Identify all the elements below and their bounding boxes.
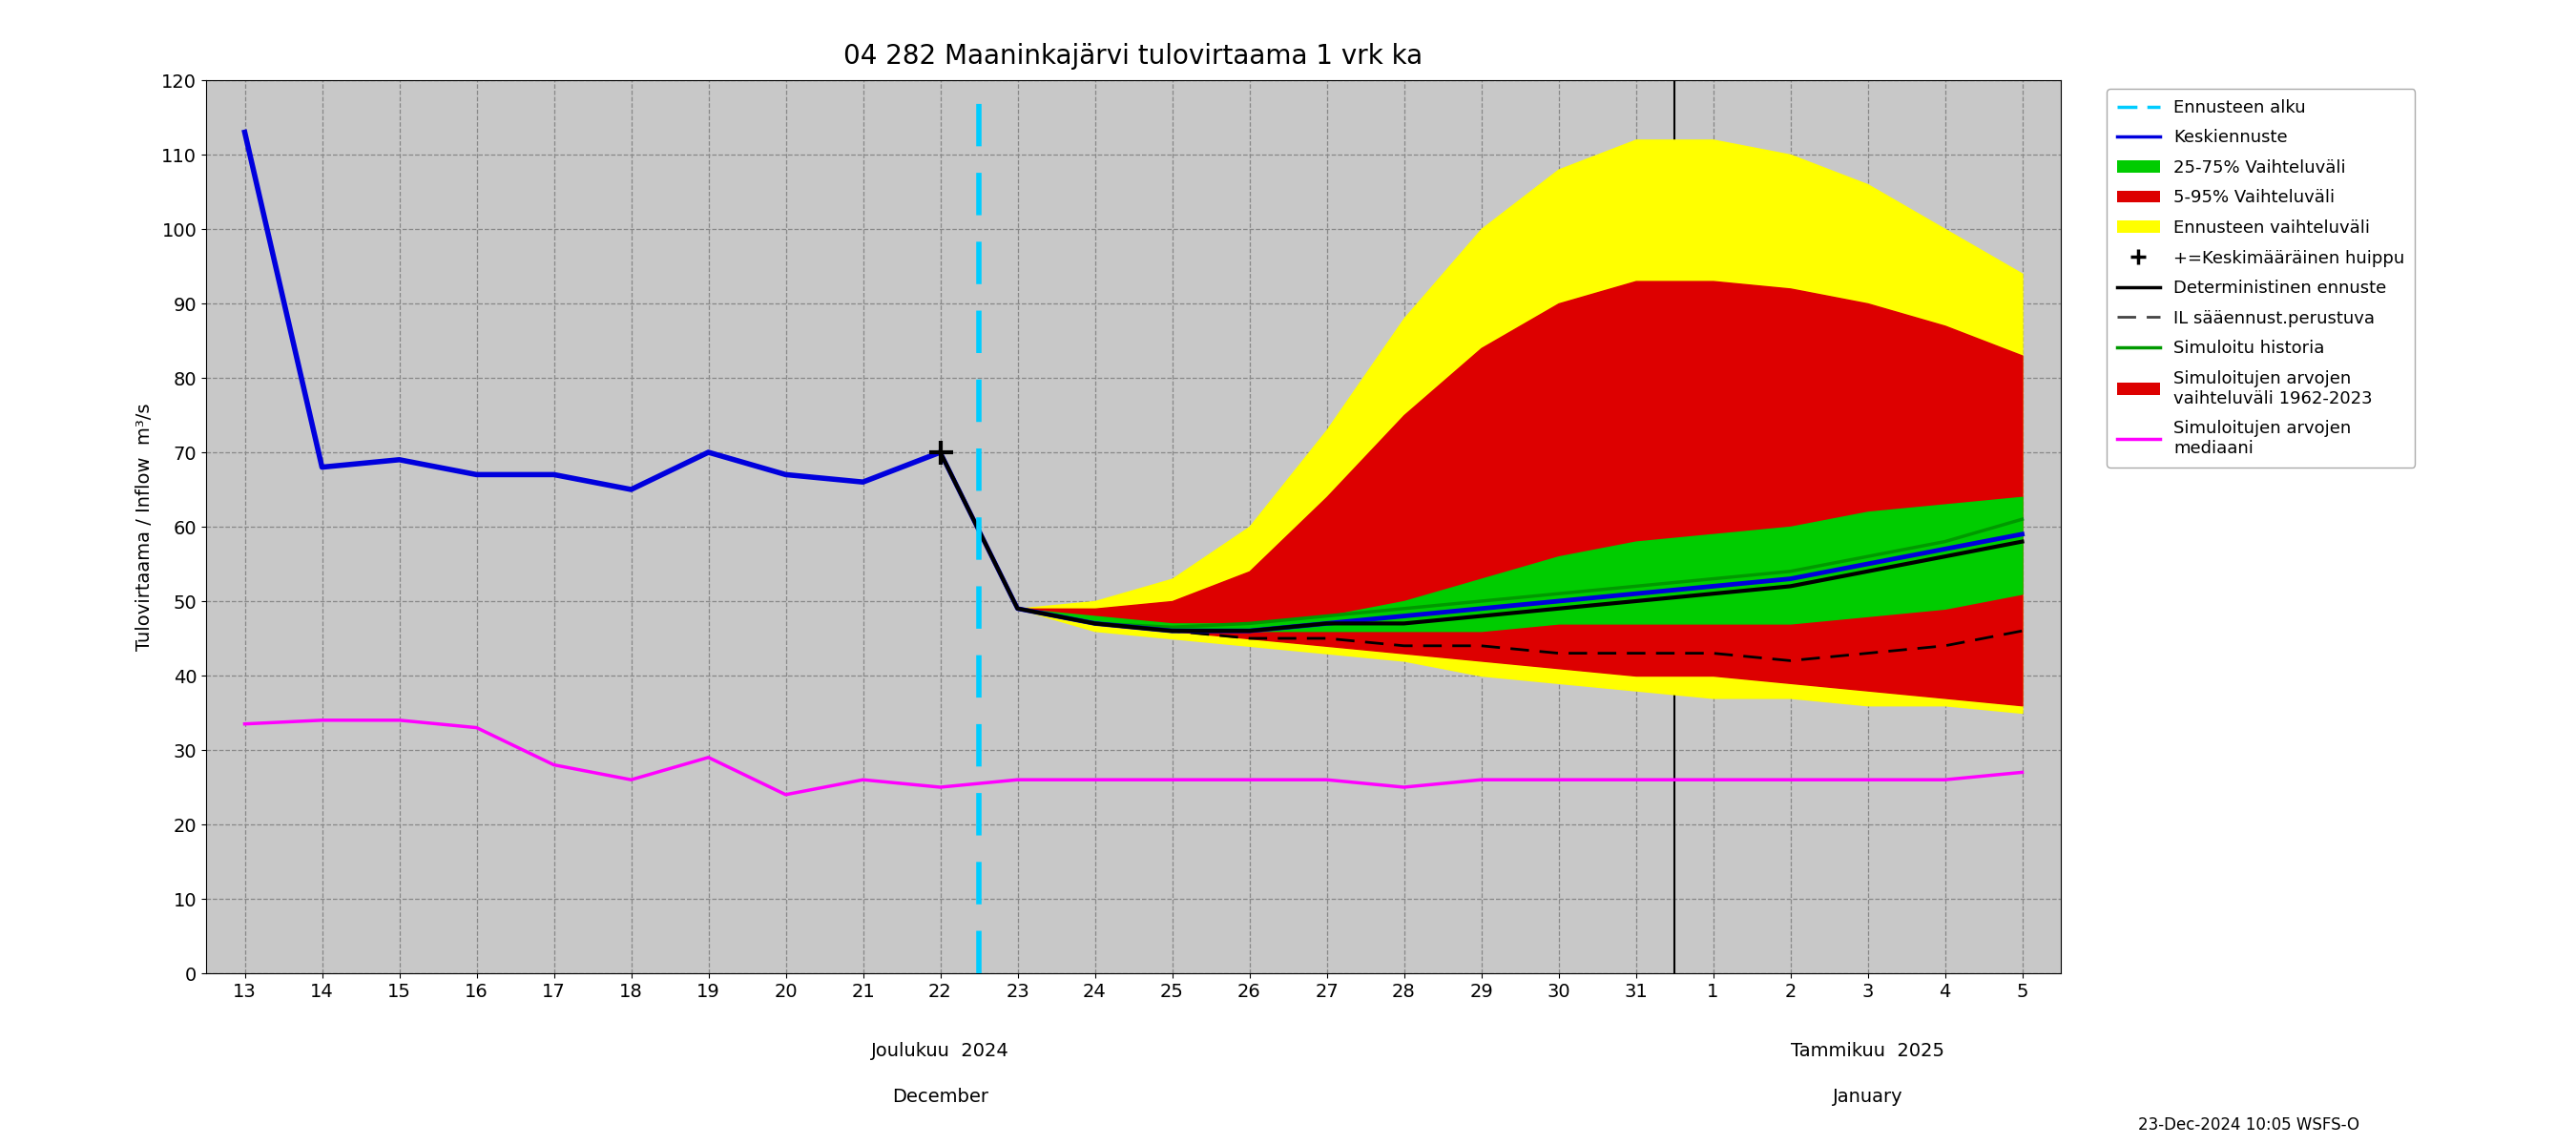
Text: January: January (1832, 1088, 1904, 1106)
Text: Joulukuu  2024: Joulukuu 2024 (871, 1042, 1010, 1060)
Title: 04 282 Maaninkajärvi tulovirtaama 1 vrk ka: 04 282 Maaninkajärvi tulovirtaama 1 vrk … (845, 44, 1422, 70)
Y-axis label: Tulovirtaama / Inflow  m³/s: Tulovirtaama / Inflow m³/s (137, 403, 155, 650)
Legend: Ennusteen alku, Keskiennuste, 25-75% Vaihteluväli, 5-95% Vaihteluväli, Ennusteen: Ennusteen alku, Keskiennuste, 25-75% Vai… (2107, 89, 2416, 467)
Text: December: December (891, 1088, 989, 1106)
Text: Tammikuu  2025: Tammikuu 2025 (1790, 1042, 1945, 1060)
Text: 23-Dec-2024 10:05 WSFS-O: 23-Dec-2024 10:05 WSFS-O (2138, 1116, 2360, 1134)
